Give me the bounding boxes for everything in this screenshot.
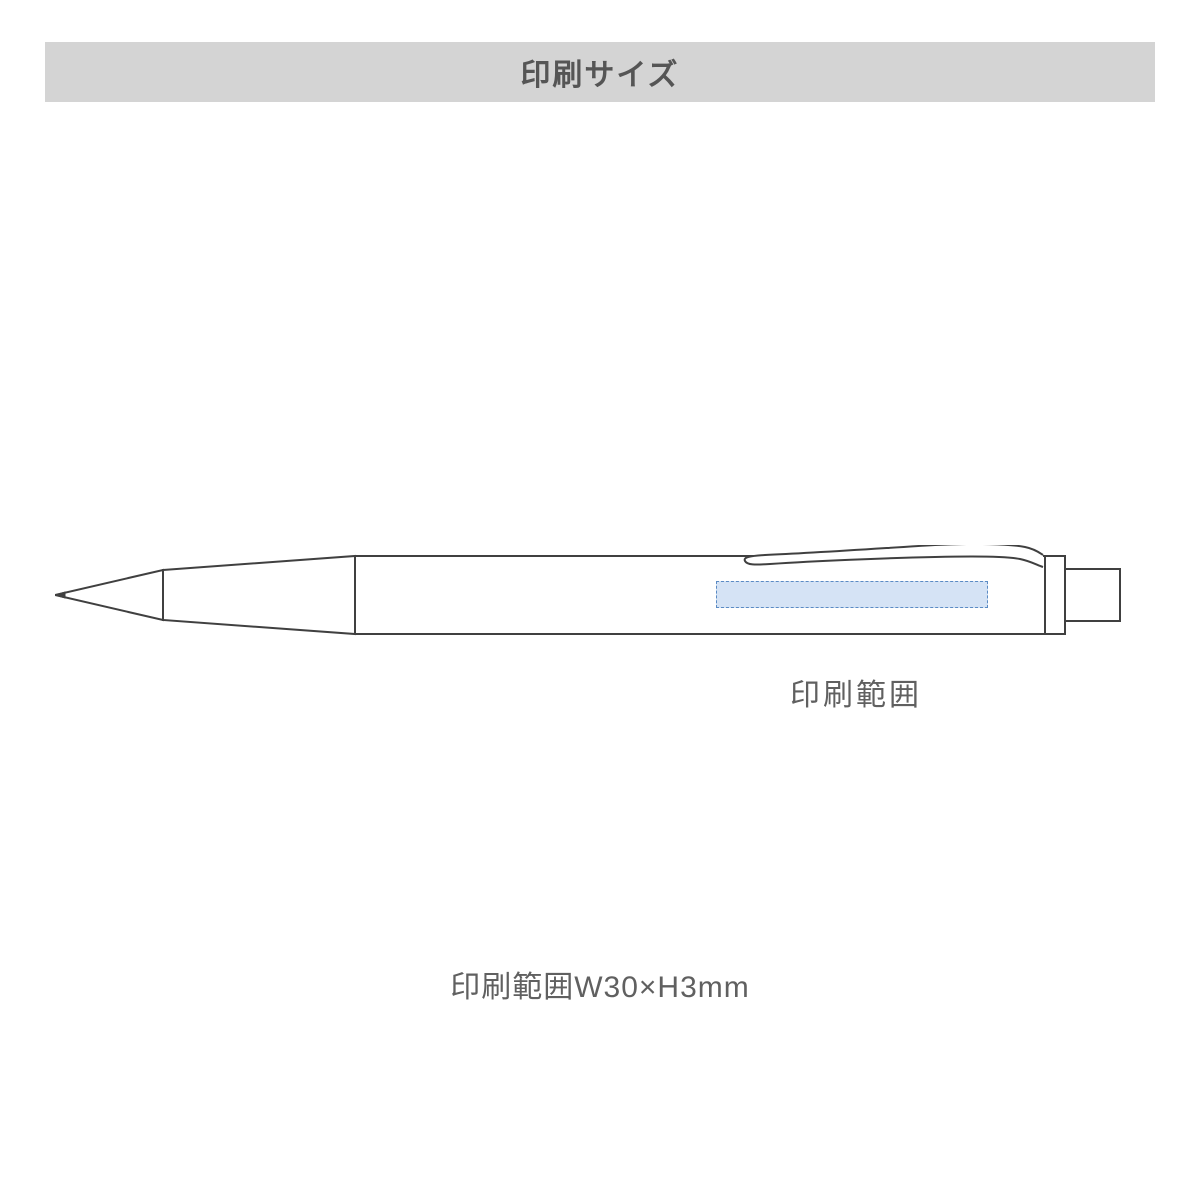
dimension-label: 印刷範囲W30×H3mm [0,962,1200,1006]
header-title: 印刷サイズ [520,50,679,94]
print-area-highlight [716,581,988,608]
header-bar: 印刷サイズ [45,42,1155,102]
print-range-label: 印刷範囲 [790,670,922,714]
